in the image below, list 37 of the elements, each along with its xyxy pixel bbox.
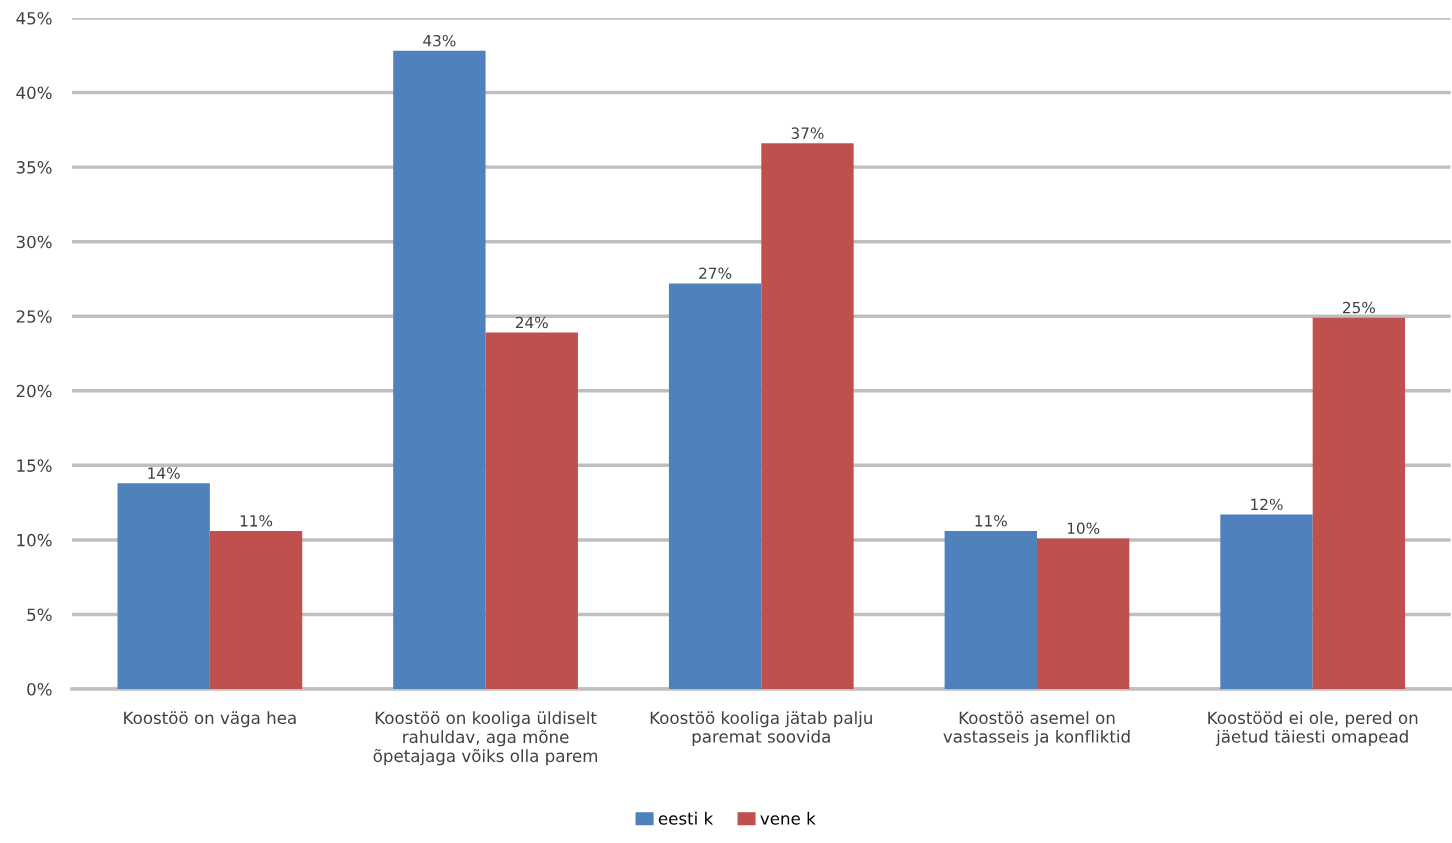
y-tick-label: 30% <box>16 235 52 249</box>
bar <box>944 530 1037 689</box>
bar <box>668 283 762 689</box>
y-tick-label: 5% <box>27 608 52 622</box>
bar <box>209 530 303 689</box>
bar <box>485 332 578 689</box>
y-tick-label: 0% <box>27 682 52 696</box>
data-label: 11% <box>975 515 1007 527</box>
data-label: 27% <box>699 267 732 280</box>
x-tick-label: Koostöö on väga hea <box>124 711 296 728</box>
bar <box>761 143 854 689</box>
y-tick-label: 40% <box>16 86 52 100</box>
bar <box>117 483 210 689</box>
bar <box>1220 514 1313 689</box>
data-label: 12% <box>1251 498 1283 511</box>
y-tick-label: 10% <box>17 533 52 547</box>
y-tick-label: 20% <box>16 384 52 398</box>
x-tick-label: Koostöö kooliga jätab palju paremat soovida <box>650 711 872 747</box>
data-label: 37% <box>791 127 824 139</box>
data-label: 11% <box>240 515 273 527</box>
y-tick-label: 15% <box>17 459 52 472</box>
bar <box>1312 317 1406 689</box>
x-tick-label: Koostöö on kooliga üldiselt rahuldav, aga mõne õpetajaga võiks olla parem <box>373 711 598 766</box>
y-tick-label: 35% <box>16 161 52 174</box>
x-tick-label: Koostöö asemel on vastasseis ja konfliktid <box>943 711 1130 747</box>
y-tick-label: 25% <box>16 310 52 323</box>
data-label: 24% <box>515 316 548 329</box>
bar <box>1036 538 1130 689</box>
legend-label: vene k <box>760 811 816 825</box>
data-label: 43% <box>423 34 456 47</box>
y-tick-label: 45% <box>16 11 52 25</box>
legend-label: eesti k <box>658 811 714 825</box>
data-label: 10% <box>1067 522 1100 535</box>
bar <box>393 50 486 689</box>
data-label: 25% <box>1343 301 1376 314</box>
x-tick-label: Koostööd ei ole, pered on jäetud täiesti omapead <box>1208 711 1418 747</box>
data-label: 14% <box>148 467 180 479</box>
